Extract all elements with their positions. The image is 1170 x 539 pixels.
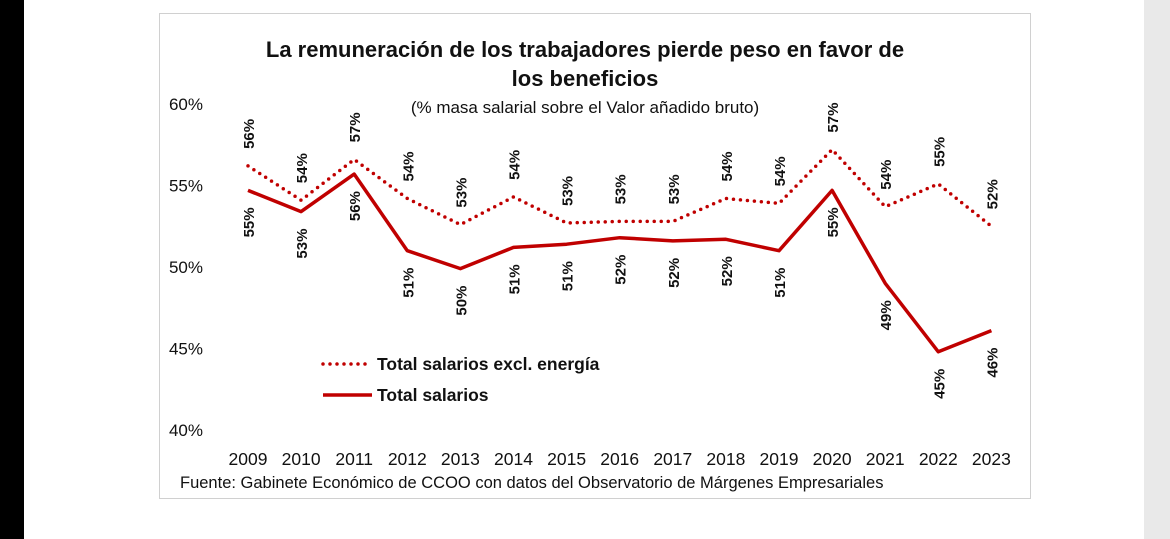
x-tick-label: 2013: [441, 449, 480, 469]
x-axis: 2009 2010 2011 2012 2013 2014 2015 2016 2017 2018…: [229, 449, 1011, 469]
series-line-total-salarios: [247, 172, 993, 354]
series-line-excl-energia: [246, 147, 994, 229]
x-tick-label: 2017: [653, 449, 692, 469]
data-label: 53%: [613, 174, 630, 204]
data-label: 57%: [347, 112, 364, 142]
chart-title-line-2: los beneficios: [511, 66, 659, 91]
data-label: 51%: [560, 261, 577, 291]
chart-subtitle: (% masa salarial sobre el Valor añadido …: [410, 98, 760, 117]
data-label: 56%: [347, 191, 364, 221]
legend-label: Total salarios: [377, 385, 489, 405]
data-label: 55%: [931, 137, 948, 167]
y-tick-label: 55%: [169, 177, 203, 196]
data-label: 53%: [294, 229, 311, 259]
data-label: 54%: [878, 160, 895, 190]
y-tick-label: 45%: [169, 340, 203, 359]
data-labels: 56% 55% 54% 53% 57% 56% 54% 51% 53% 50% 54% 51% 53% 5…: [241, 103, 1001, 399]
chart-frame: [159, 13, 1031, 499]
data-label: 53%: [560, 176, 577, 206]
x-tick-label: 2022: [919, 449, 958, 469]
source-note: Fuente: Gabinete Económico de CCOO con d…: [180, 474, 884, 492]
y-tick-label: 60%: [169, 95, 203, 114]
data-label: 52%: [666, 258, 683, 288]
y-tick-label: 40%: [169, 421, 203, 440]
series-lines: [246, 147, 994, 354]
legend: Total salarios excl. energía Total salari…: [321, 354, 600, 405]
data-label: 51%: [400, 268, 417, 298]
data-label: 53%: [453, 178, 470, 208]
data-label: 46%: [984, 348, 1001, 378]
x-tick-label: 2015: [547, 449, 586, 469]
data-label: 51%: [507, 264, 524, 294]
page-edge: [1144, 0, 1170, 539]
data-label: 52%: [719, 256, 736, 286]
legend-label: Total salarios excl. energía: [377, 354, 600, 374]
data-label: 56%: [241, 119, 258, 149]
data-label: 54%: [400, 151, 417, 181]
y-tick-label: 50%: [169, 258, 203, 277]
x-tick-label: 2012: [388, 449, 427, 469]
x-tick-label: 2019: [760, 449, 799, 469]
x-tick-label: 2020: [813, 449, 852, 469]
x-tick-label: 2009: [229, 449, 268, 469]
data-label: 52%: [613, 255, 630, 285]
data-label: 54%: [507, 150, 524, 180]
data-label: 54%: [294, 153, 311, 183]
y-axis: 40% 45% 50% 55% 60%: [169, 95, 203, 440]
x-tick-label: 2023: [972, 449, 1011, 469]
x-tick-label: 2021: [866, 449, 905, 469]
data-label: 55%: [825, 207, 842, 237]
data-label: 55%: [241, 207, 258, 237]
data-label: 49%: [878, 300, 895, 330]
chart-title-line-1: La remuneración de los trabajadores pier…: [265, 37, 905, 62]
data-label: 54%: [719, 151, 736, 181]
data-label: 57%: [825, 103, 842, 133]
data-label: 45%: [931, 369, 948, 399]
data-label: 50%: [453, 286, 470, 316]
x-tick-label: 2018: [706, 449, 745, 469]
x-tick-label: 2016: [600, 449, 639, 469]
data-label: 53%: [666, 174, 683, 204]
x-tick-label: 2014: [494, 449, 533, 469]
data-label: 54%: [772, 156, 789, 186]
x-tick-label: 2010: [282, 449, 321, 469]
data-label: 52%: [984, 179, 1001, 209]
data-label: 51%: [772, 268, 789, 298]
x-tick-label: 2011: [335, 449, 373, 469]
